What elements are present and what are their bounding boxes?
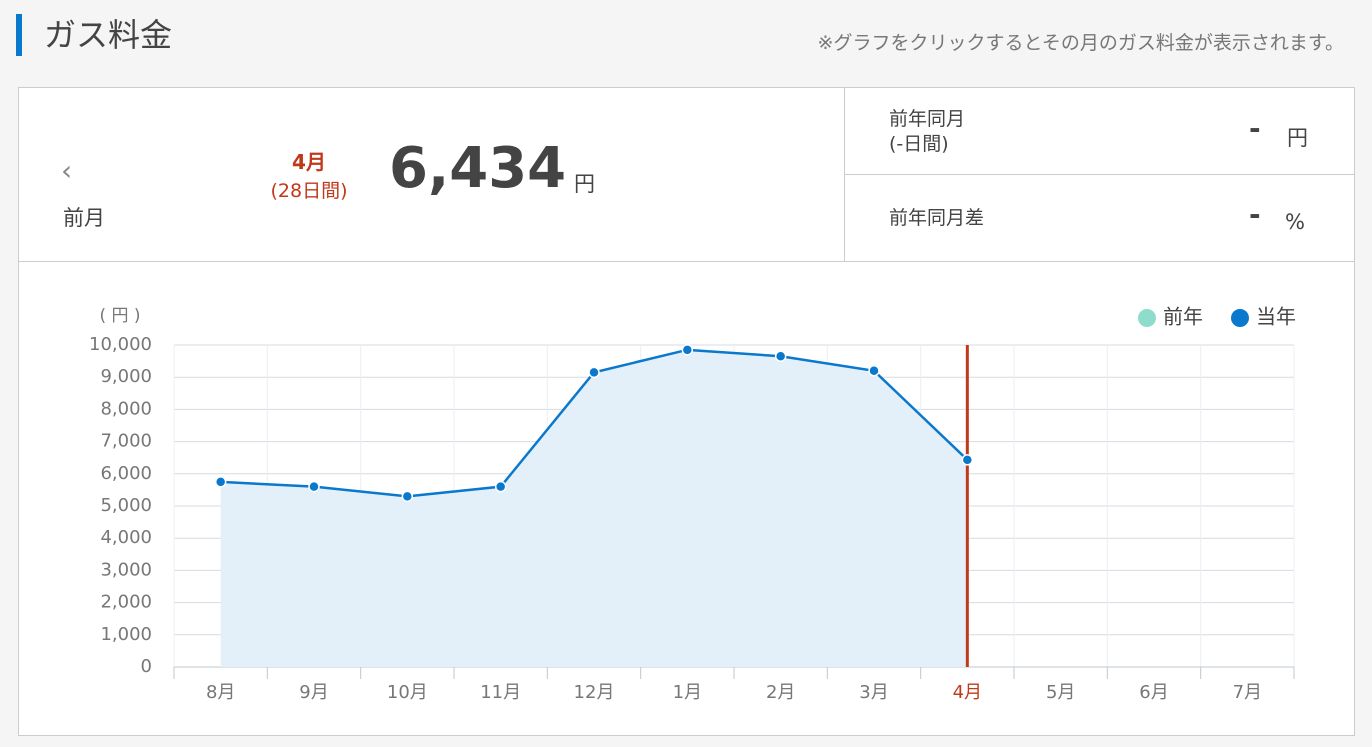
point (868, 365, 880, 377)
x-tick-label: 8月 (206, 682, 235, 703)
point (494, 480, 507, 493)
point (401, 490, 414, 503)
title-bar (16, 14, 22, 56)
month: 4月 (292, 150, 326, 174)
point (961, 454, 974, 466)
legend-marker (1231, 309, 1249, 327)
prev-icon[interactable]: ‹ (61, 154, 73, 187)
divider (19, 261, 1354, 262)
divider (844, 88, 845, 261)
legend-marker (1138, 309, 1156, 327)
yoy-value: - (1249, 112, 1261, 145)
days: (28日間) (270, 180, 348, 202)
y-tick-label: 5,000 (100, 495, 152, 516)
diff-unit: % (1285, 210, 1305, 234)
y-tick-label: 2,000 (100, 592, 152, 613)
area (220, 349, 968, 667)
y-axis-label: ( 円 ) (99, 306, 140, 326)
x-tick-label: 6月 (1139, 682, 1168, 703)
page-title: ガス料金 (44, 16, 173, 54)
point (214, 476, 227, 488)
y-tick-label: 10,000 (89, 334, 152, 355)
x-tick-label: 10月 (387, 682, 428, 703)
amount: 6,434 (389, 136, 567, 201)
legend-label: 当年 (1256, 305, 1296, 329)
note: ※グラフをクリックするとその月のガス料金が表示されます。 (817, 32, 1344, 54)
point (681, 344, 694, 356)
x-tick-label: 4月 (953, 682, 982, 703)
x-tick-label: 9月 (299, 682, 328, 703)
point (308, 480, 320, 493)
legend-label: 前年 (1163, 305, 1203, 329)
x-tick-label: 3月 (859, 682, 888, 703)
diff-label: 前年同月差 (889, 207, 985, 229)
x-tick-label: 12月 (574, 682, 615, 703)
y-tick-label: 3,000 (100, 559, 152, 580)
y-tick-label: 9,000 (100, 366, 152, 387)
x-tick-label: 5月 (1046, 682, 1075, 703)
divider (845, 174, 1354, 175)
diff-value: - (1249, 198, 1261, 231)
y-tick-label: 7,000 (100, 431, 152, 452)
x-tick-label: 1月 (673, 682, 702, 703)
yoy-days: (-日間) (889, 133, 949, 155)
yoy-label: 前年同月 (889, 108, 966, 130)
y-tick-label: 1,000 (100, 624, 152, 645)
prev-month[interactable]: 前月 (63, 206, 105, 230)
y-tick-label: 0 (141, 656, 152, 677)
point (588, 366, 600, 379)
unit: 円 (574, 172, 595, 196)
point (774, 350, 787, 363)
y-tick-label: 8,000 (100, 398, 152, 419)
y-tick-label: 4,000 (100, 527, 152, 548)
x-tick-label: 2月 (766, 682, 795, 703)
yoy-unit: 円 (1287, 126, 1308, 150)
x-tick-label: 7月 (1233, 682, 1262, 703)
x-tick-label: 11月 (480, 682, 521, 703)
y-tick-label: 6,000 (100, 463, 152, 484)
